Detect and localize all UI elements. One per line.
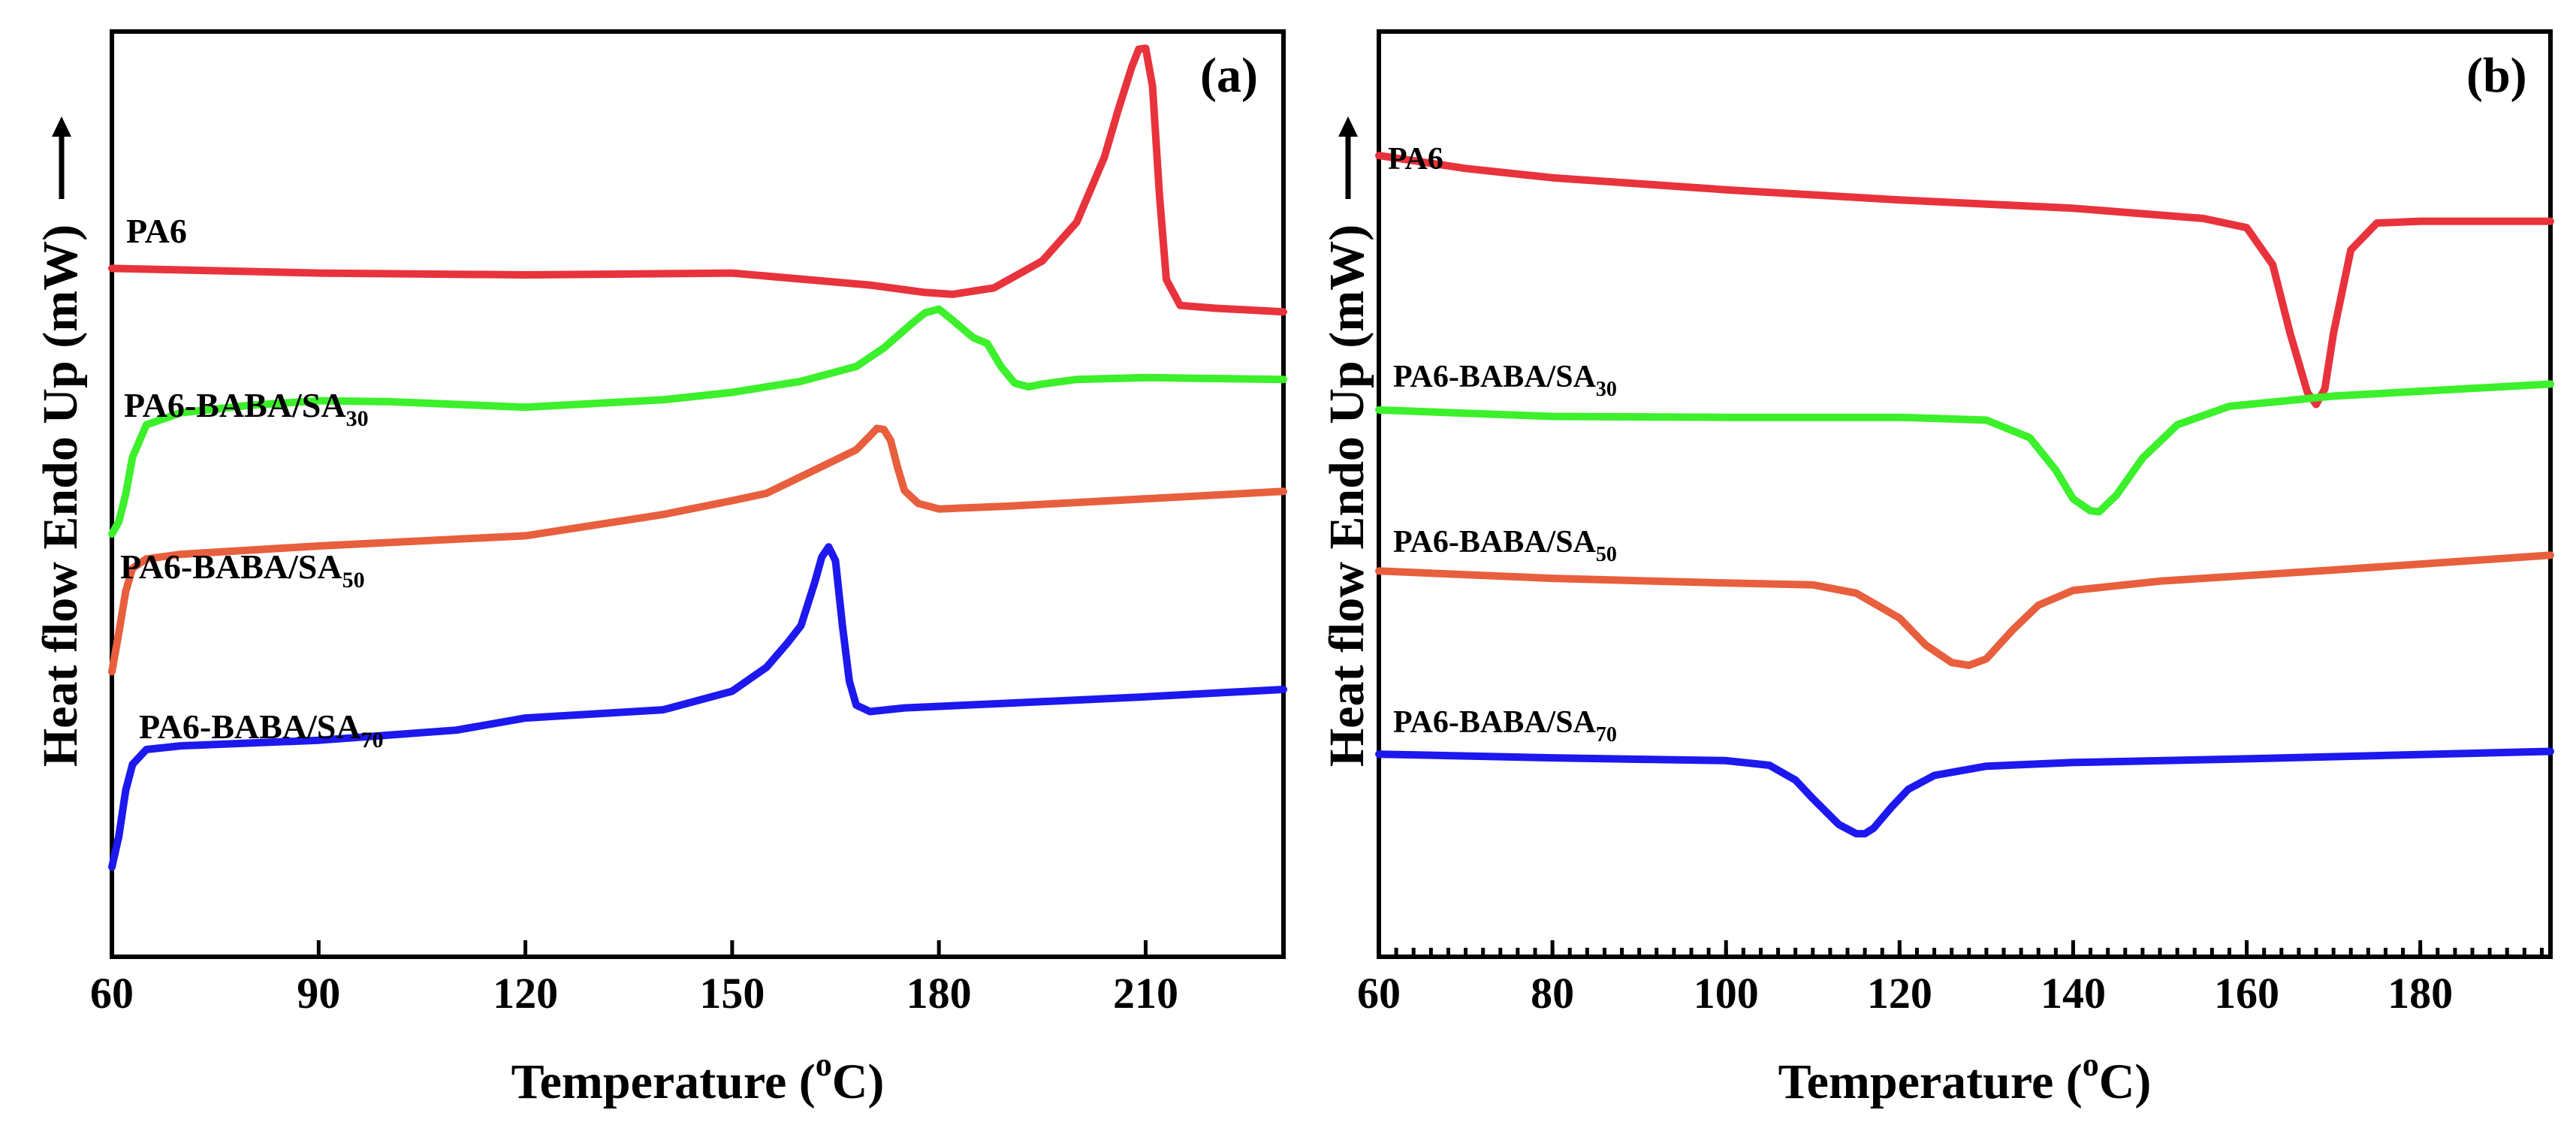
panel-b-y-axis-title: Heat flow Endo Up (mW): [1320, 225, 1374, 767]
panel-b-x-tick-label: 180: [2387, 969, 2453, 1018]
panel-a-y-axis-title: Heat flow Endo Up (mW): [33, 225, 88, 767]
panel-b-series-label-pa6: PA6: [1388, 142, 1443, 176]
panel-a-label: (a): [1200, 48, 1258, 103]
panel-a-x-tick-label: 90: [297, 969, 340, 1018]
panel-a-x-tick-label: 210: [1113, 969, 1178, 1018]
panel-a-series-label-sa30: PA6-BABA/SA30: [124, 386, 369, 431]
panel-a-cooling-curves: 60 90 120 150 180 210 (a) PA6 PA6-BABA/SA30 P…: [33, 29, 1287, 1109]
panel-a-plot-frame: [110, 29, 1286, 959]
panel-b-series-line-pa6-baba-sa30: [1375, 380, 2554, 516]
panel-b-x-tick-label: 60: [1357, 969, 1401, 1018]
panel-a-x-tick-label: 180: [906, 969, 972, 1018]
panel-b-series-line-pa6-baba-sa50: [1375, 551, 2554, 669]
panel-a-series-label-pa6: PA6: [126, 212, 187, 250]
panel-b-plot-frame: [1377, 29, 2553, 959]
panel-b-series-label-sa30: PA6-BABA/SA30: [1393, 360, 1617, 401]
panel-a-x-ticks: 60 90 120 150 180 210: [90, 940, 1178, 1018]
panel-a-x-tick-label: 60: [90, 969, 134, 1018]
panel-b-series-label-sa70: PA6-BABA/SA70: [1393, 705, 1617, 746]
panel-b-series-line-pa6-baba-sa70: [1375, 747, 2554, 838]
panel-b-series-line-pa6: [1375, 152, 2554, 409]
panel-b-series-label-sa50: PA6-BABA/SA50: [1393, 525, 1617, 566]
panel-a-series-line-pa6-baba-sa50: [108, 424, 1287, 676]
panel-b-y-arrow-head: [1338, 116, 1358, 137]
panel-a-x-tick-label: 120: [493, 969, 558, 1018]
panel-b-x-tick-label: 160: [2214, 969, 2279, 1018]
panel-b-x-tick-label: 100: [1694, 969, 1759, 1018]
panel-a-y-arrow-head: [52, 116, 71, 137]
panel-b-x-tick-label: 140: [2041, 969, 2106, 1018]
panel-b-x-tick-label: 120: [1867, 969, 1932, 1018]
panel-b-x-tick-label: 80: [1531, 969, 1574, 1018]
panel-b-y-axis: Heat flow Endo Up (mW): [1320, 116, 1374, 767]
panel-b-curves: [1375, 152, 2554, 838]
panel-a-curves: [108, 44, 1287, 871]
panel-a-y-axis: Heat flow Endo Up (mW): [33, 116, 88, 767]
panel-a-series-line-pa6: [108, 44, 1287, 316]
panel-a-series-line-pa6-baba-sa30: [108, 305, 1287, 538]
panel-a-x-tick-label: 150: [699, 969, 765, 1018]
panel-b-heating-curves: 60 80 100 120 140 160 180 (b) PA6 PA6-BABA/SA3…: [1320, 29, 2554, 1109]
panel-a-series-label-sa70: PA6-BABA/SA70: [139, 707, 384, 753]
panel-b-x-ticks: 60 80 100 120 140 160 180: [1357, 940, 2544, 1018]
panel-a-series-label-sa50: PA6-BABA/SA50: [120, 547, 365, 593]
panel-b-x-axis-title: Temperature (oC): [1778, 1046, 2152, 1109]
panel-b-label: (b): [2466, 48, 2527, 103]
panel-a-x-axis-title: Temperature (oC): [511, 1046, 885, 1109]
panel-a-series-line-pa6-baba-sa70: [108, 543, 1287, 871]
